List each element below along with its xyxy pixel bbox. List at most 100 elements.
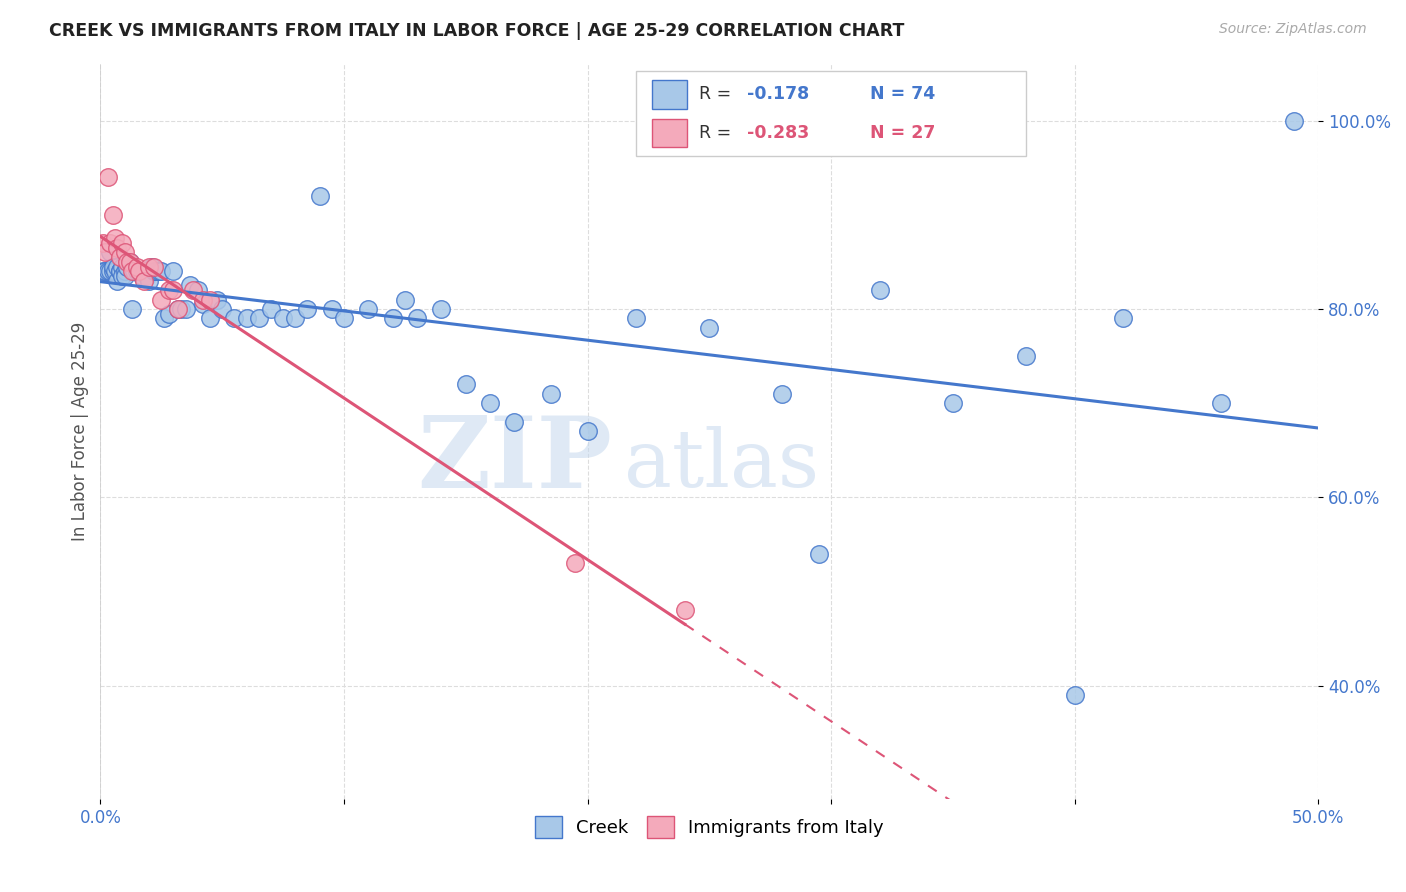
Point xyxy=(271,311,294,326)
Point xyxy=(152,311,174,326)
Point xyxy=(141,260,163,274)
Point xyxy=(107,241,129,255)
Y-axis label: In Labor Force | Age 25-29: In Labor Force | Age 25-29 xyxy=(72,322,89,541)
Point xyxy=(101,264,124,278)
Point xyxy=(150,264,173,278)
Point xyxy=(167,301,190,316)
Point xyxy=(942,396,965,410)
Point xyxy=(430,301,453,316)
Point xyxy=(104,264,127,278)
Text: ZIP: ZIP xyxy=(418,412,612,509)
Point xyxy=(134,274,156,288)
Point xyxy=(115,255,138,269)
Point xyxy=(1015,349,1038,363)
Point xyxy=(148,264,170,278)
Point xyxy=(869,283,891,297)
Point xyxy=(235,311,257,326)
Point xyxy=(697,321,720,335)
Point xyxy=(174,301,197,316)
Point xyxy=(128,264,150,278)
Point xyxy=(98,245,121,260)
Point xyxy=(503,415,526,429)
Text: Source: ZipAtlas.com: Source: ZipAtlas.com xyxy=(1219,22,1367,37)
Point xyxy=(454,377,477,392)
Point xyxy=(179,278,201,293)
Point xyxy=(187,283,209,297)
Text: atlas: atlas xyxy=(624,425,820,503)
Point xyxy=(576,425,599,439)
Point xyxy=(114,245,136,260)
Legend: Creek, Immigrants from Italy: Creek, Immigrants from Italy xyxy=(527,808,891,845)
Point xyxy=(97,170,120,185)
Point xyxy=(381,311,404,326)
Point xyxy=(108,250,131,264)
Point xyxy=(101,260,124,274)
Point xyxy=(138,274,160,288)
Point xyxy=(198,311,221,326)
Point xyxy=(564,557,586,571)
Point xyxy=(107,260,129,274)
Point xyxy=(118,255,141,269)
Point xyxy=(297,301,319,316)
Point xyxy=(1063,688,1085,702)
Point xyxy=(308,189,330,203)
Point xyxy=(673,603,696,617)
Point xyxy=(357,301,380,316)
Point xyxy=(131,268,153,283)
Point xyxy=(157,283,180,297)
Point xyxy=(111,260,134,274)
Point xyxy=(114,264,136,278)
Point xyxy=(807,547,830,561)
Point xyxy=(333,311,356,326)
Point xyxy=(479,396,502,410)
Point xyxy=(101,208,124,222)
Point xyxy=(1112,311,1135,326)
Point xyxy=(162,264,184,278)
Point xyxy=(124,264,146,278)
Point xyxy=(1282,113,1305,128)
Point xyxy=(191,293,214,307)
Point xyxy=(138,260,160,274)
Point xyxy=(142,264,165,278)
Point xyxy=(1209,396,1232,410)
Point xyxy=(167,301,190,316)
Point xyxy=(111,235,134,250)
Point xyxy=(321,301,343,316)
Point xyxy=(108,264,131,278)
Point xyxy=(91,264,114,278)
Point xyxy=(394,293,416,307)
Point xyxy=(406,311,429,326)
Point xyxy=(108,264,131,278)
Point xyxy=(211,301,233,316)
Point xyxy=(247,311,270,326)
Point xyxy=(284,311,307,326)
Point xyxy=(770,386,793,401)
Point xyxy=(145,264,167,278)
Point xyxy=(191,297,214,311)
Point xyxy=(540,386,562,401)
Point xyxy=(181,283,204,297)
Point xyxy=(121,301,143,316)
Point xyxy=(94,264,117,278)
Text: CREEK VS IMMIGRANTS FROM ITALY IN LABOR FORCE | AGE 25-29 CORRELATION CHART: CREEK VS IMMIGRANTS FROM ITALY IN LABOR … xyxy=(49,22,904,40)
Point xyxy=(135,268,157,283)
Point xyxy=(142,260,165,274)
Point xyxy=(207,293,229,307)
Point xyxy=(91,235,114,250)
Point xyxy=(170,301,193,316)
Point xyxy=(162,283,184,297)
Point xyxy=(121,264,143,278)
Point xyxy=(134,264,156,278)
Point xyxy=(98,235,121,250)
Point xyxy=(150,293,173,307)
Point xyxy=(98,264,121,278)
Point xyxy=(125,260,148,274)
Point xyxy=(224,311,246,326)
Point xyxy=(118,255,141,269)
Point xyxy=(260,301,283,316)
Point xyxy=(107,274,129,288)
Point xyxy=(198,293,221,307)
Point xyxy=(111,268,134,283)
Point xyxy=(157,307,180,321)
Point xyxy=(125,264,148,278)
